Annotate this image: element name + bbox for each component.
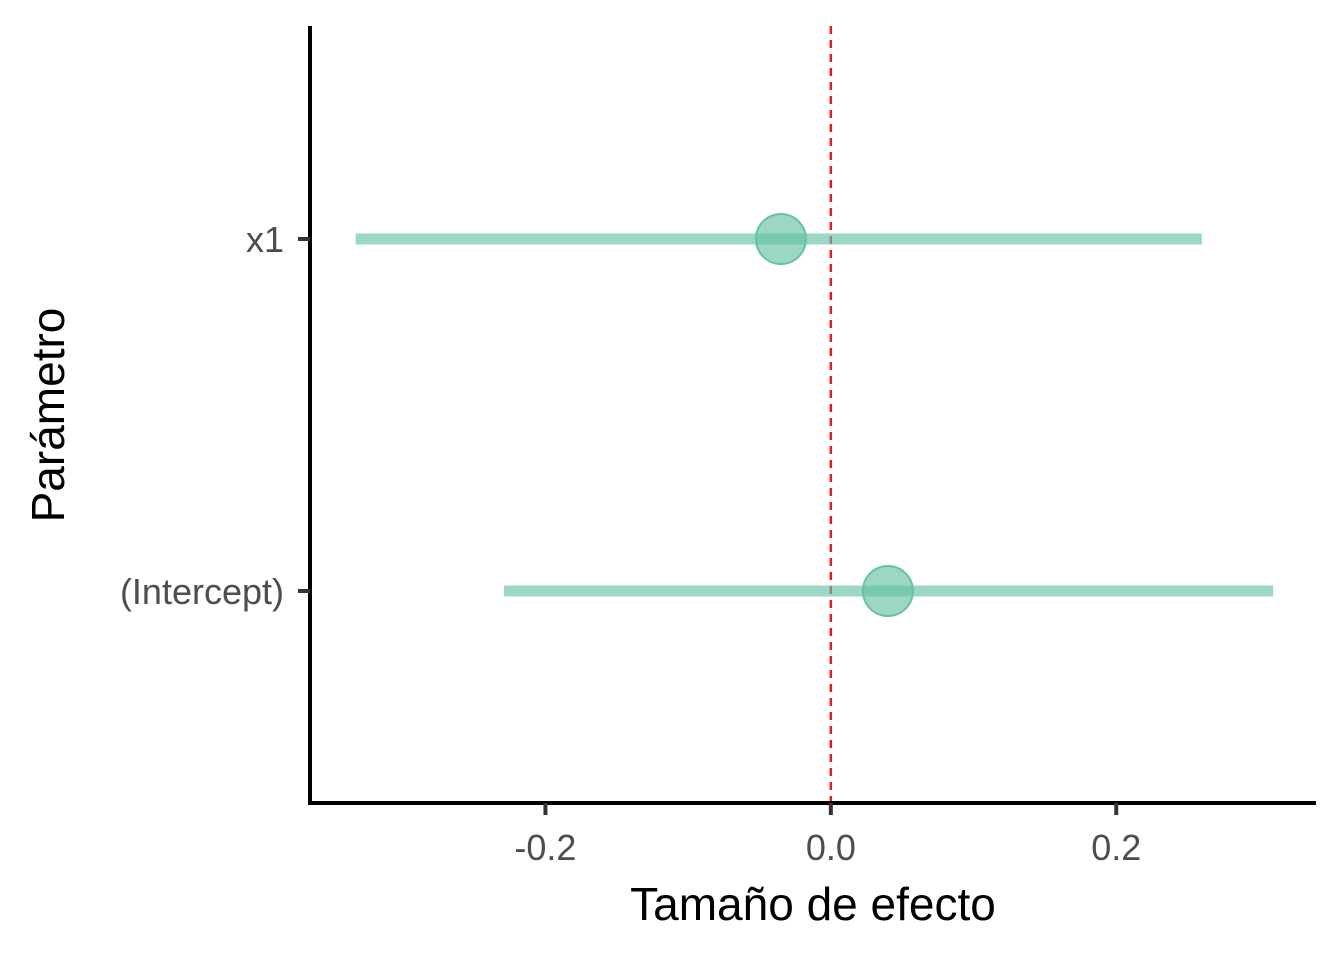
axes-layer — [308, 26, 1316, 805]
ticks-layer: x1 (Intercept) -0.2 0.0 0.2 — [120, 219, 1141, 868]
x-axis-title: Tamaño de efecto — [630, 878, 996, 930]
y-tick-label-intercept: (Intercept) — [120, 571, 284, 612]
point-estimate-intercept — [861, 565, 914, 617]
y-axis-title: Parámetro — [22, 308, 74, 523]
y-tick-label-x1: x1 — [246, 219, 284, 260]
x-tick-label-1: 0.0 — [806, 827, 856, 868]
x-tick-label-0: -0.2 — [514, 827, 576, 868]
point-estimate-x1 — [754, 213, 807, 265]
marks-layer — [355, 213, 1274, 617]
x-tick-label-2: 0.2 — [1091, 827, 1141, 868]
